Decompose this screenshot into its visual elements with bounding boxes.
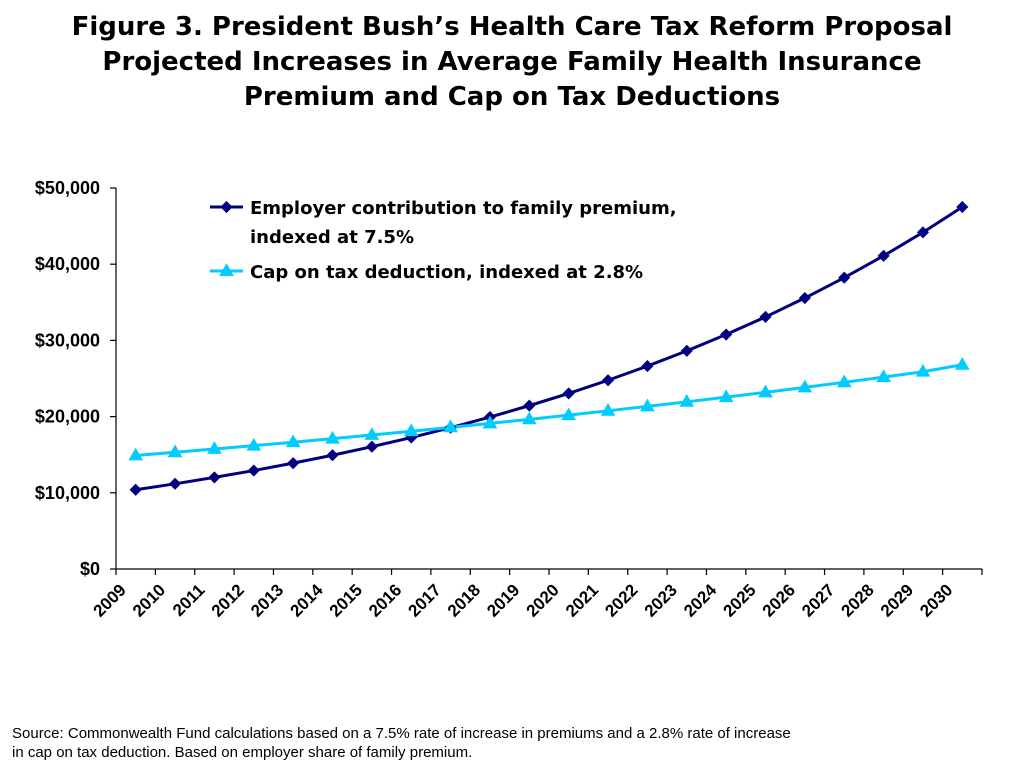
data-point-employer-contribution — [129, 483, 142, 496]
data-point-employer-contribution — [641, 360, 654, 373]
source-note-line-2: in cap on tax deduction. Based on employ… — [12, 744, 473, 761]
chart-title: Figure 3. President Bush’s Health Care T… — [0, 10, 1024, 115]
data-point-tax-deduction-cap — [561, 407, 577, 421]
series-line-employer-contribution — [135, 205, 964, 492]
data-point-tax-deduction-cap — [640, 398, 655, 412]
legend-label-cap: Cap on tax deduction, indexed at 2.8% — [250, 262, 643, 283]
data-point-employer-contribution — [326, 449, 339, 462]
x-tick-label: 2023 — [641, 580, 681, 620]
data-point-employer-contribution — [759, 310, 772, 323]
data-point-employer-contribution — [877, 249, 890, 262]
x-tick-label: 2009 — [90, 580, 130, 620]
data-point-employer-contribution — [798, 291, 811, 305]
data-point-tax-deduction-cap — [443, 419, 458, 433]
legend-marker-shape — [219, 263, 234, 276]
x-tick-label: 2022 — [601, 580, 641, 620]
chart-title-line-2: Projected Increases in Average Family He… — [102, 47, 922, 77]
data-point-tax-deduction-cap — [915, 363, 931, 377]
x-tick-label: 2010 — [129, 580, 169, 620]
x-tick-label: 2030 — [916, 580, 956, 620]
x-axis-ticks: 2009 2010 2011 2012 2013 2014 2015 2016 2017 2018… — [90, 569, 983, 621]
data-point-employer-contribution — [916, 226, 930, 239]
source-note: Source: Commonwealth Fund calculations b… — [12, 724, 912, 762]
chart-title-line-3: Premium and Cap on Tax Deductions — [243, 82, 781, 112]
chart-title-line-1: Figure 3. President Bush’s Health Care T… — [71, 12, 953, 42]
data-point-tax-deduction-cap — [521, 411, 537, 425]
data-point-tax-deduction-cap — [167, 444, 183, 458]
data-point-employer-contribution — [208, 471, 221, 484]
data-point-tax-deduction-cap — [600, 403, 616, 416]
y-tick-label: $20,000 — [35, 407, 100, 427]
x-tick-label: 2015 — [326, 580, 366, 620]
x-tick-label: 2024 — [680, 580, 721, 621]
data-point-employer-contribution — [680, 344, 693, 357]
data-point-tax-deduction-cap — [246, 437, 262, 451]
x-tick-label: 2028 — [838, 580, 878, 620]
data-point-tax-deduction-cap — [207, 441, 222, 454]
data-point-employer-contribution — [562, 387, 575, 400]
data-point-tax-deduction-cap — [403, 423, 419, 437]
data-point-tax-deduction-cap — [364, 427, 380, 440]
x-tick-label: 2027 — [798, 580, 838, 620]
data-point-tax-deduction-cap — [285, 434, 301, 448]
x-tick-label: 2026 — [759, 580, 799, 620]
data-point-tax-deduction-cap — [836, 374, 852, 388]
x-tick-label: 2018 — [444, 580, 484, 620]
legend-marker-shape — [220, 200, 233, 214]
data-point-tax-deduction-cap — [718, 389, 734, 403]
x-tick-label: 2029 — [877, 580, 917, 620]
x-tick-label: 2012 — [208, 580, 248, 620]
y-tick-label: $10,000 — [35, 483, 100, 503]
x-tick-label: 2020 — [523, 580, 563, 620]
y-tick-label: $0 — [80, 559, 100, 579]
x-tick-label: 2011 — [169, 580, 209, 620]
data-point-tax-deduction-cap — [128, 447, 144, 461]
legend: Employer contribution to family premium,… — [210, 198, 677, 283]
data-point-tax-deduction-cap — [876, 369, 891, 383]
chart-axes — [115, 188, 982, 570]
y-tick-label: $30,000 — [35, 330, 100, 350]
data-point-employer-contribution — [287, 457, 300, 470]
legend-marker-cap — [219, 263, 234, 276]
legend-label-employer-line-2: indexed at 7.5% — [250, 227, 414, 248]
x-tick-label: 2016 — [365, 580, 405, 620]
x-tick-label: 2014 — [286, 580, 327, 621]
data-point-employer-contribution — [720, 328, 733, 341]
series-line-tax-deduction-cap — [135, 363, 963, 457]
data-point-employer-contribution — [247, 464, 260, 477]
data-point-employer-contribution — [523, 399, 536, 412]
x-tick-label: 2017 — [405, 580, 445, 620]
series-lines — [135, 205, 964, 492]
x-tick-label: 2019 — [483, 580, 523, 620]
data-point-tax-deduction-cap — [482, 415, 498, 429]
data-point-tax-deduction-cap — [954, 356, 970, 370]
data-point-tax-deduction-cap — [679, 394, 695, 407]
data-point-employer-contribution — [956, 200, 969, 214]
legend-label-employer-line-1: Employer contribution to family premium, — [250, 198, 677, 219]
data-point-tax-deduction-cap — [758, 384, 773, 398]
x-tick-label: 2013 — [247, 580, 287, 620]
x-tick-label: 2021 — [562, 580, 602, 620]
y-tick-label: $40,000 — [35, 254, 100, 274]
data-point-employer-contribution — [365, 440, 378, 453]
data-point-tax-deduction-cap — [797, 379, 813, 393]
data-point-tax-deduction-cap — [325, 430, 340, 444]
data-point-employer-contribution — [168, 477, 182, 490]
y-tick-label: $50,000 — [35, 178, 100, 198]
y-axis-ticks: $0 $10,000 $20,000 $30,000 $40,000 $50,000 — [35, 178, 116, 579]
x-tick-label: 2025 — [719, 580, 759, 620]
legend-marker-employer — [220, 200, 233, 214]
data-point-employer-contribution — [838, 271, 851, 284]
data-point-employer-contribution — [601, 374, 615, 387]
series-markers — [128, 200, 970, 496]
source-note-line-1: Source: Commonwealth Fund calculations b… — [12, 725, 791, 742]
